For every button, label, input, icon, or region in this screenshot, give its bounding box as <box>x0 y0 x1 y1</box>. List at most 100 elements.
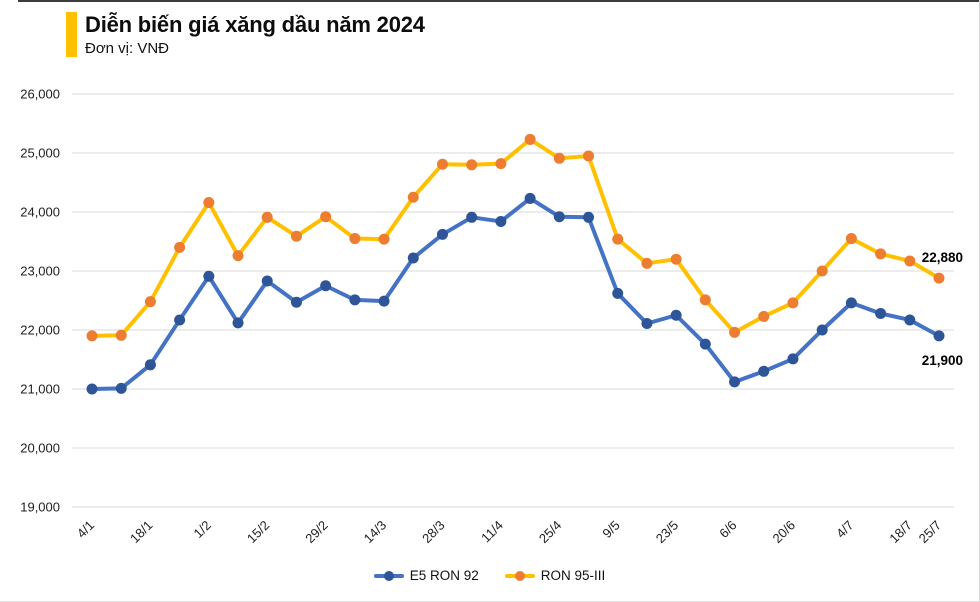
data-point <box>699 294 711 306</box>
data-point <box>232 317 244 329</box>
data-point <box>583 150 595 162</box>
data-point <box>933 272 945 284</box>
y-axis-labels: 19,000 20,000 21,000 22,000 23,000 24,000 25,0… <box>20 87 60 515</box>
x-tick-label: 6/6 <box>716 518 739 541</box>
data-point <box>758 310 770 322</box>
page-title: Diễn biến giá xăng dầu năm 2024 <box>85 12 425 37</box>
x-tick-label: 25/4 <box>536 518 565 547</box>
data-point <box>290 230 302 242</box>
x-tick-label: 1/2 <box>191 518 214 541</box>
x-tick-label: 23/5 <box>653 518 682 547</box>
y-tick-label: 25,000 <box>20 146 60 161</box>
data-point <box>933 330 945 342</box>
data-point <box>86 330 98 342</box>
data-point <box>436 158 448 170</box>
data-point <box>203 197 215 209</box>
x-tick-label: 9/5 <box>599 518 622 541</box>
data-point <box>407 191 419 203</box>
x-tick-label: 29/2 <box>302 518 331 547</box>
x-tick-label: 25/7 <box>916 518 945 547</box>
data-point <box>758 365 770 377</box>
end-value-label: 22,880 <box>922 250 963 265</box>
data-point <box>875 248 887 260</box>
y-tick-label: 19,000 <box>20 500 60 515</box>
data-point <box>144 359 156 371</box>
data-point <box>495 158 507 170</box>
data-point <box>816 265 828 277</box>
data-point <box>86 383 98 395</box>
title-block: Diễn biến giá xăng dầu năm 2024 Đơn vị: … <box>85 12 425 57</box>
data-point <box>349 294 361 306</box>
data-point <box>729 326 741 338</box>
end-value-labels: 22,880 21,900 <box>922 250 963 368</box>
end-value-label: 21,900 <box>922 353 963 368</box>
x-tick-label: 18/7 <box>886 518 915 547</box>
data-point <box>699 338 711 350</box>
data-point <box>553 152 565 164</box>
data-point <box>174 314 186 326</box>
legend-item-ron95-iii: RON 95-III <box>504 568 606 583</box>
data-point <box>320 211 332 223</box>
data-point <box>115 329 127 341</box>
data-point <box>816 324 828 336</box>
data-point <box>320 280 332 292</box>
x-tick-label: 28/3 <box>419 518 448 547</box>
data-point <box>845 233 857 245</box>
data-point <box>612 233 624 245</box>
y-tick-label: 23,000 <box>20 264 60 279</box>
data-point <box>203 270 215 282</box>
data-point <box>378 233 390 245</box>
y-tick-label: 24,000 <box>20 205 60 220</box>
unit-label: Đơn vị: VNĐ <box>85 40 170 58</box>
series-e5-ron92 <box>86 192 945 395</box>
data-point <box>232 250 244 262</box>
data-point <box>436 228 448 240</box>
x-tick-label: 4/7 <box>833 518 856 541</box>
legend-label-e5-ron92: E5 RON 92 <box>409 568 479 583</box>
data-point <box>583 211 595 223</box>
data-point <box>144 296 156 308</box>
data-point <box>174 241 186 253</box>
data-point <box>115 382 127 394</box>
series-ron95-iii <box>86 133 945 342</box>
data-point <box>466 159 478 171</box>
x-axis-labels: 4/1 18/1 1/2 15/2 29/2 14/3 28/3 11/4 25/4 9/5 23/… <box>74 518 944 547</box>
data-point <box>670 253 682 265</box>
data-point <box>407 252 419 264</box>
data-point <box>261 275 273 287</box>
chart-legend: E5 RON 92 RON 95-III <box>0 568 979 583</box>
legend-label-ron95-iii: RON 95-III <box>540 568 606 583</box>
data-point <box>349 233 361 245</box>
data-point <box>261 211 273 223</box>
data-point <box>670 309 682 321</box>
data-point <box>524 133 536 145</box>
x-tick-label: 11/4 <box>478 518 506 546</box>
title-accent-bar <box>66 12 77 58</box>
x-tick-label: 20/6 <box>770 518 799 547</box>
window-top-edge <box>18 0 979 2</box>
data-point <box>553 211 565 223</box>
data-point <box>904 255 916 267</box>
data-point <box>787 353 799 365</box>
chart-header: Diễn biến giá xăng dầu năm 2024 Đơn vị: … <box>66 12 425 58</box>
data-point <box>495 215 507 227</box>
x-tick-label: 15/2 <box>244 518 273 547</box>
x-tick-label: 18/1 <box>127 518 156 547</box>
data-point <box>290 296 302 308</box>
y-tick-label: 20,000 <box>20 441 60 456</box>
data-point <box>875 307 887 319</box>
data-point <box>612 287 624 299</box>
data-point <box>641 257 653 269</box>
ron95-iii-line-marker-icon <box>504 570 535 581</box>
x-tick-label: 14/3 <box>361 518 390 547</box>
data-point <box>904 314 916 326</box>
data-point <box>524 192 536 204</box>
data-point <box>845 297 857 309</box>
data-point <box>729 376 741 388</box>
y-tick-label: 21,000 <box>20 382 60 397</box>
y-tick-label: 26,000 <box>20 87 60 102</box>
data-point <box>378 295 390 307</box>
data-point <box>641 318 653 330</box>
